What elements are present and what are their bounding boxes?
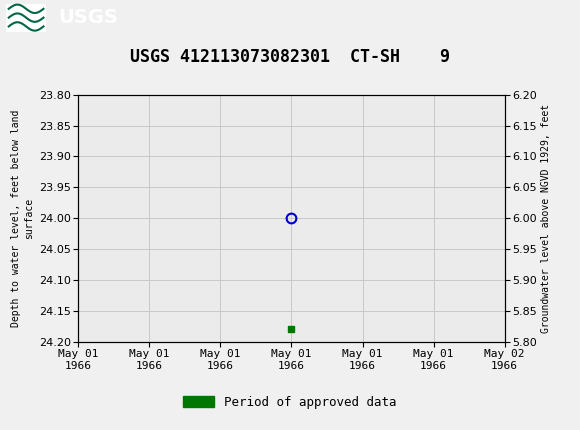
Text: USGS 412113073082301  CT-SH    9: USGS 412113073082301 CT-SH 9 [130,48,450,65]
Legend: Period of approved data: Period of approved data [178,390,402,414]
FancyBboxPatch shape [6,3,46,32]
Text: USGS: USGS [58,8,118,27]
Y-axis label: Depth to water level, feet below land
surface: Depth to water level, feet below land su… [11,110,34,327]
Y-axis label: Groundwater level above NGVD 1929, feet: Groundwater level above NGVD 1929, feet [541,104,551,333]
